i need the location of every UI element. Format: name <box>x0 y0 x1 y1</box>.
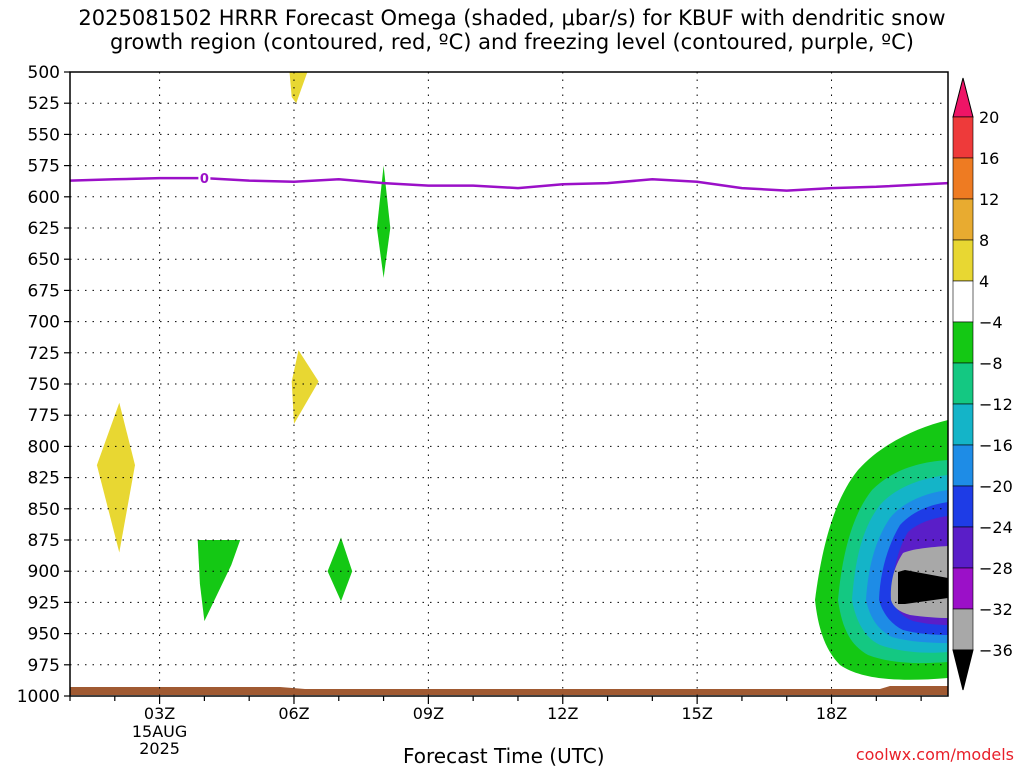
y-tick-label-750: 750 <box>28 375 60 395</box>
y-tick-label-550: 550 <box>28 125 60 145</box>
colorbar-segment-6 <box>952 362 974 405</box>
y-tick-label-775: 775 <box>28 406 60 426</box>
colorbar-label-1: 16 <box>979 149 999 168</box>
colorbar-label-2: 12 <box>979 190 999 209</box>
colorbar-segment-5 <box>952 321 974 364</box>
colorbar-label-3: 8 <box>979 231 989 250</box>
y-tick-label-875: 875 <box>28 531 60 551</box>
y-tick-label-500: 500 <box>28 63 60 83</box>
watermark: coolwx.com/models <box>855 745 1014 764</box>
colorbar-segment-8 <box>952 444 974 487</box>
omega-region-3 <box>376 165 391 278</box>
y-tick-label-600: 600 <box>28 188 60 208</box>
colorbar-label-8: −16 <box>979 436 1013 455</box>
y-tick-label-900: 900 <box>28 562 60 582</box>
x-tick-label-09Z: 09Z <box>413 704 444 723</box>
y-tick-label-850: 850 <box>28 500 60 520</box>
colorbar-label-13: −36 <box>979 641 1013 660</box>
chart-title-line-2: growth region (contoured, red, ºC) and f… <box>110 30 914 54</box>
colorbar-segment-1 <box>952 157 974 200</box>
x-axis-label: Forecast Time (UTC) <box>403 744 605 768</box>
colorbar-label-5: −4 <box>979 313 1003 332</box>
x-tick-label-15Z: 15Z <box>681 704 712 723</box>
colorbar-label-7: −12 <box>979 395 1013 414</box>
y-tick-label-975: 975 <box>28 656 60 676</box>
y-tick-label-825: 825 <box>28 469 60 489</box>
colorbar-segment-3 <box>952 239 974 282</box>
x-tick-label-18Z: 18Z <box>816 704 847 723</box>
omega-region-4 <box>197 540 241 622</box>
omega-region-2 <box>289 72 308 104</box>
freezing-level-line <box>69 176 949 192</box>
y-tick-label-525: 525 <box>28 94 60 114</box>
surface-layer <box>70 686 948 695</box>
omega-area-late-layer-7 <box>898 570 948 604</box>
colorbar-label-11: −28 <box>979 559 1013 578</box>
freezing-level-label-bg <box>198 170 211 186</box>
colorbar-segment-0 <box>952 116 974 159</box>
omega-shading-layer <box>96 72 948 680</box>
y-tick-label-925: 925 <box>28 593 60 613</box>
colorbar-segment-11 <box>952 567 974 610</box>
colorbar-segment-7 <box>952 403 974 446</box>
y-tick-label-575: 575 <box>28 157 60 177</box>
x-tick-label-06Z: 06Z <box>278 704 309 723</box>
colorbar-label-0: 20 <box>979 108 999 127</box>
y-tick-label-625: 625 <box>28 219 60 239</box>
colorbar-label-6: −8 <box>979 354 1003 373</box>
colorbar-label-12: −32 <box>979 600 1013 619</box>
chart-title: 2025081502 HRRR Forecast Omega (shaded, … <box>0 6 1024 54</box>
omega-region-1 <box>291 350 319 424</box>
x-tick-label-03Z: 03Z <box>144 704 175 723</box>
y-tick-label-650: 650 <box>28 250 60 270</box>
colorbar-label-4: 4 <box>979 272 989 291</box>
y-tick-label-700: 700 <box>28 313 60 333</box>
x-tick-sublabel-15AUG: 15AUG <box>132 722 187 741</box>
omega-region-5 <box>327 537 353 602</box>
colorbar-top-triangle <box>952 77 974 118</box>
colorbar-segment-4 <box>952 280 974 323</box>
y-tick-label-800: 800 <box>28 437 60 457</box>
y-tick-label-1000: 1000 <box>17 687 60 707</box>
colorbar-segment-9 <box>952 485 974 528</box>
y-tick-label-950: 950 <box>28 625 60 645</box>
colorbar-segment-10 <box>952 526 974 569</box>
colorbar: 20 16 12 8 4 −4 −8 −12 −16 −20 −24 −28 −32 −36 <box>952 77 1013 691</box>
y-tick-label-725: 725 <box>28 344 60 364</box>
colorbar-label-9: −20 <box>979 477 1013 496</box>
chart-title-line-1: 2025081502 HRRR Forecast Omega (shaded, … <box>78 6 946 30</box>
freezing-level-layer: 0 <box>69 170 949 192</box>
colorbar-segment-12 <box>952 608 974 651</box>
colorbar-bottom-triangle <box>952 649 974 691</box>
colorbar-segment-2 <box>952 198 974 241</box>
surface-ground <box>70 686 948 695</box>
colorbar-label-10: −24 <box>979 518 1013 537</box>
y-axis: 500 525 550 575 600 625 650 675 700 725 750 775 800 8… <box>17 63 70 707</box>
freezing-level-label: 0 <box>200 172 209 187</box>
x-tick-label-12Z: 12Z <box>547 704 578 723</box>
x-tick-sublabel-2025: 2025 <box>139 739 180 758</box>
y-tick-label-675: 675 <box>28 281 60 301</box>
